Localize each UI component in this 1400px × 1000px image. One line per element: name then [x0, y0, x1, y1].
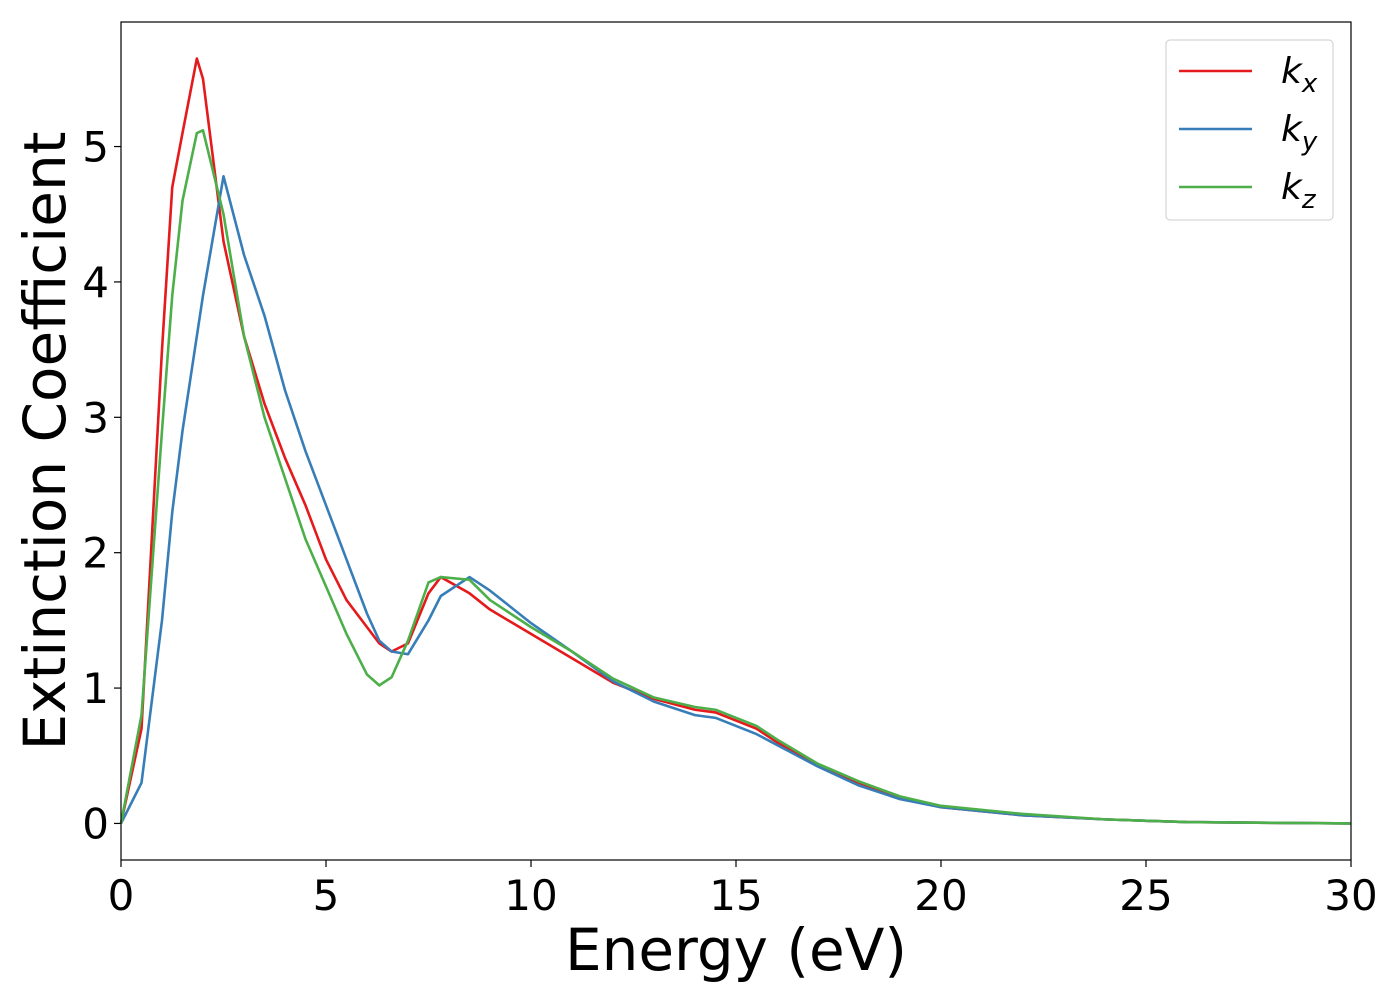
y-tick-label: 0 [82, 799, 109, 848]
plot-frame [120, 21, 1352, 861]
data-line [119, 129, 1352, 825]
y-tick-label: 1 [82, 664, 109, 713]
legend-label: kz [1281, 167, 1317, 215]
x-tick-label: 5 [313, 871, 340, 920]
x-tick-label: 15 [709, 871, 762, 920]
x-tick-label: 30 [1324, 871, 1377, 920]
legend-label: ky [1281, 109, 1318, 157]
x-tick-label: 25 [1119, 871, 1172, 920]
data-line [119, 175, 1352, 825]
y-tick-label: 3 [82, 393, 109, 442]
y-tick-label: 5 [82, 123, 109, 172]
y-axis-label: Extinction Coefficient [11, 132, 79, 751]
x-tick-label: 0 [108, 871, 135, 920]
y-tick-label: 4 [82, 258, 109, 307]
x-tick-label: 20 [914, 871, 967, 920]
y-tick-label: 2 [82, 529, 109, 578]
x-axis-label: Energy (eV) [565, 916, 907, 984]
x-tick-label: 10 [504, 871, 557, 920]
legend-label: kx [1281, 51, 1318, 99]
